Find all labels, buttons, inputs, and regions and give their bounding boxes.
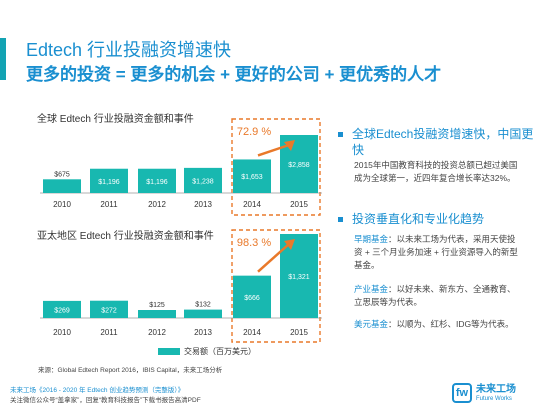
chart2-value-label: $269	[54, 307, 70, 314]
chart1-title: 全球 Edtech 行业投融资金额和事件	[37, 114, 194, 125]
logo-subtitle: Future Works	[476, 395, 512, 402]
industry-fund-label: 产业基金	[354, 284, 389, 294]
chart2-highlight-box	[231, 229, 321, 343]
chart2-tick-label: 2015	[290, 328, 308, 337]
chart2-growth-arrow	[257, 243, 290, 273]
logo-icon: fw	[452, 383, 472, 403]
chart2-bar	[138, 310, 176, 318]
early-fund-desc: ：以未来工场为代表，采用天使投资 + 三个月业务加速 + 行业资源导入的新型基金…	[354, 234, 518, 270]
bullet-icon	[338, 217, 343, 222]
bullet-icon	[338, 132, 343, 137]
chart1-tick-label: 2010	[53, 200, 71, 209]
usd-fund-label: 美元基金	[354, 319, 389, 329]
chart2-bar	[90, 300, 128, 318]
page-subtitle: 更多的投资 = 更多的机会 + 更好的公司 + 更优秀的人才	[26, 65, 442, 84]
future-works-logo: fw 未来工场 Future Works	[452, 383, 516, 403]
point1-title: 全球Edtech投融资增速快，中国更快	[352, 127, 534, 157]
legend-swatch	[158, 348, 180, 356]
chart1-bar	[184, 167, 222, 193]
footer-report-link[interactable]: 未来工场《2016 - 2020 年 Edtech 创业趋势预测（完整版）》	[10, 387, 185, 394]
chart2-bar	[233, 275, 271, 318]
chart1-highlight-box	[231, 118, 321, 216]
chart1-value-label: $1,653	[241, 174, 263, 181]
chart1-growth-arrow	[257, 143, 290, 157]
chart2-value-label: $272	[101, 307, 117, 314]
chart2-value-label: $666	[244, 295, 260, 302]
chart-legend: 交易额（百万美元）	[158, 346, 256, 357]
chart2-tick-label: 2010	[53, 328, 71, 337]
chart1-growth-annotation: 72.9 %	[237, 126, 271, 138]
chart1-bar	[43, 179, 81, 193]
chart2-growth-annotation: 98.3 %	[237, 237, 271, 249]
chart1-tick-label: 2011	[100, 200, 118, 209]
chart2-value-label: $132	[195, 302, 211, 309]
chart1-bar	[233, 159, 271, 193]
chart2-growth-arrowhead	[284, 239, 295, 250]
point1: 全球Edtech投融资增速快，中国更快	[338, 126, 538, 158]
chart1-bar	[138, 168, 176, 193]
chart1-growth-arrowhead	[284, 140, 295, 151]
chart2-title: 亚太地区 Edtech 行业投融资金额和事件	[37, 231, 214, 242]
chart2-tick-label: 2014	[243, 328, 261, 337]
point2-title: 投资垂直化和专业化趋势	[352, 212, 485, 226]
chart1-value-label: $1,238	[192, 178, 214, 185]
source-note: 来源：Global Edtech Report 2016，IBIS Capita…	[38, 367, 223, 374]
chart2-bar	[43, 300, 81, 318]
chart1-bar	[90, 168, 128, 193]
chart1-tick-label: 2012	[148, 200, 166, 209]
usd-fund-desc: ：以顺为、红杉、IDG等为代表。	[388, 319, 514, 329]
chart1-tick-label: 2014	[243, 200, 261, 209]
footer-note: 关注微信公众号“盖拿家”，回复“教育科技报告”下载书报告高清PDF	[10, 397, 201, 404]
early-fund-label: 早期基金	[354, 234, 389, 244]
chart2-tick-label: 2013	[194, 328, 212, 337]
chart1-tick-label: 2013	[194, 200, 212, 209]
chart2-tick-label: 2011	[100, 328, 118, 337]
chart2-tick-label: 2012	[148, 328, 166, 337]
point2: 投资垂直化和专业化趋势	[338, 211, 538, 227]
page-title: Edtech 行业投融资增速快	[26, 40, 232, 60]
accent-bar	[0, 38, 6, 80]
chart1-tick-label: 2015	[290, 200, 308, 209]
industry-fund-desc: ：以好未来、新东方、全通教育、立思辰等为代表。	[354, 284, 516, 307]
chart1-value-label: $1,196	[98, 179, 120, 186]
legend-label: 交易额（百万美元）	[184, 347, 256, 356]
industry-fund-text: 产业基金：以好未来、新东方、全通教育、立思辰等为代表。	[354, 283, 519, 309]
usd-fund-text: 美元基金：以顺为、红杉、IDG等为代表。	[354, 318, 519, 331]
point1-text: 2015年中国教育科技的投资总额已超过美国成为全球第一，近四年复合增长率达32%…	[354, 160, 518, 183]
chart2-bar	[184, 309, 222, 318]
early-fund-text: 早期基金：以未来工场为代表，采用天使投资 + 三个月业务加速 + 行业资源导入的…	[354, 233, 519, 272]
chart1-value-label: $1,196	[146, 179, 168, 186]
chart1-value-label: $675	[54, 171, 70, 178]
chart2-value-label: $125	[149, 302, 165, 309]
logo-name: 未来工场	[476, 383, 516, 395]
chart1-value-label: $2,858	[288, 162, 310, 169]
bar-charts: $675 2010 $1,196 2011 $1,196 2012 $1,238 2013 $1…	[40, 118, 322, 343]
chart2-value-label: $1,321	[288, 274, 310, 281]
